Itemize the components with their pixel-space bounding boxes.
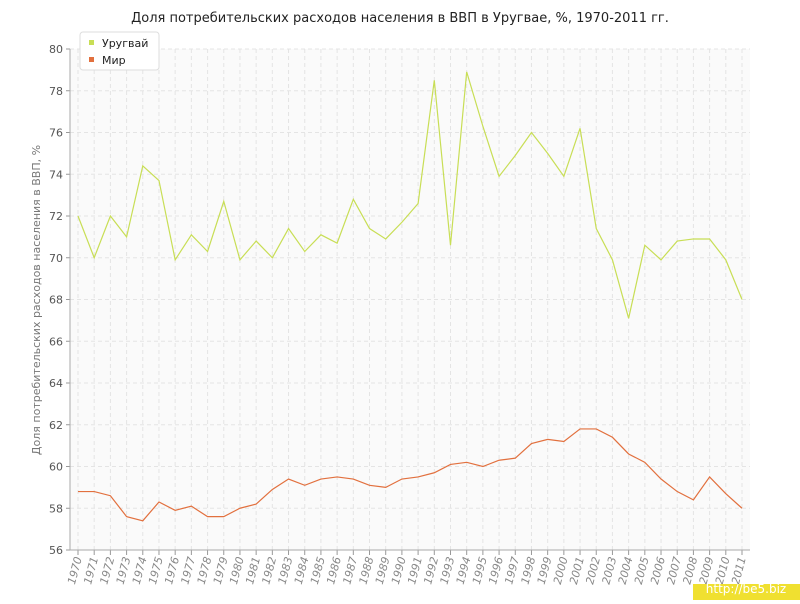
y-tick-label: 62 bbox=[49, 419, 63, 432]
data-line bbox=[77, 71, 743, 319]
legend-box bbox=[79, 31, 160, 71]
y-tick-label: 60 bbox=[49, 461, 63, 474]
legend-swatch bbox=[89, 57, 94, 62]
watermark: http://be5.biz bbox=[706, 582, 786, 596]
y-tick-label: 76 bbox=[49, 127, 63, 140]
y-tick-label: 80 bbox=[49, 43, 63, 56]
chart-title: Доля потребительских расходов населения … bbox=[131, 11, 669, 26]
y-tick-label: 68 bbox=[49, 294, 63, 307]
y-tick-label: 74 bbox=[49, 168, 63, 181]
legend-swatch bbox=[89, 40, 94, 45]
data-line bbox=[78, 428, 743, 522]
y-tick-label: 56 bbox=[49, 544, 63, 557]
watermark-box bbox=[693, 584, 800, 600]
y-tick-label: 64 bbox=[49, 377, 63, 390]
legend-label: Уругвай bbox=[102, 37, 148, 50]
y-tick-label: 66 bbox=[49, 335, 63, 348]
legend: Уругвай Мир bbox=[79, 31, 160, 71]
y-tick-label: 70 bbox=[49, 252, 63, 265]
legend-label: Мир bbox=[102, 54, 126, 67]
y-tick-label: 58 bbox=[49, 502, 63, 515]
y-axis-title: Доля потребительских расходов населения … bbox=[30, 145, 43, 455]
y-tick-label: 72 bbox=[49, 210, 63, 223]
y-tick-label: 78 bbox=[49, 85, 63, 98]
